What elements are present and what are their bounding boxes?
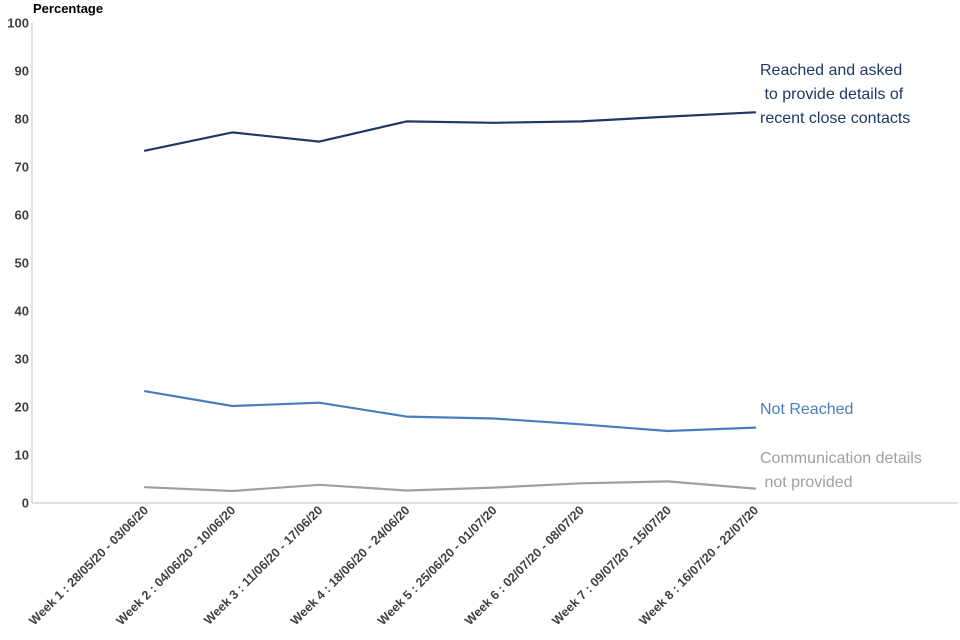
y-tick-label: 80 [15,112,29,127]
series-line [143,480,757,493]
series-label-line: not provided [760,474,853,491]
y-tick-label: 60 [15,208,29,223]
y-axis-title: Percentage [33,1,103,16]
series-label-line: recent close contacts [760,110,910,127]
series-label-line: Reached and asked [760,62,902,79]
y-tick-label: 70 [15,160,29,175]
series-label: Communication details not provided [760,450,922,491]
series-label-line: Not Reached [760,401,853,418]
y-axis-ticks: 0 10 20 30 40 50 60 70 80 90 100 [7,16,29,511]
y-tick-label: 0 [22,496,29,511]
series-labels: Reached and asked to provide details of r… [760,62,922,491]
series-label-line: to provide details of [760,86,904,103]
series-label: Reached and asked to provide details of r… [760,62,910,127]
series-label: Not Reached [760,401,853,418]
series-line [143,390,757,433]
y-tick-label: 100 [7,16,29,31]
y-tick-label: 40 [15,304,29,319]
series-label-line: Communication details [760,450,922,467]
y-tick-label: 20 [15,400,29,415]
y-tick-label: 10 [15,448,29,463]
y-tick-label: 30 [15,352,29,367]
series-lines [143,111,757,493]
series-line [143,111,757,152]
y-tick-label: 50 [15,256,29,271]
y-tick-label: 90 [15,64,29,79]
